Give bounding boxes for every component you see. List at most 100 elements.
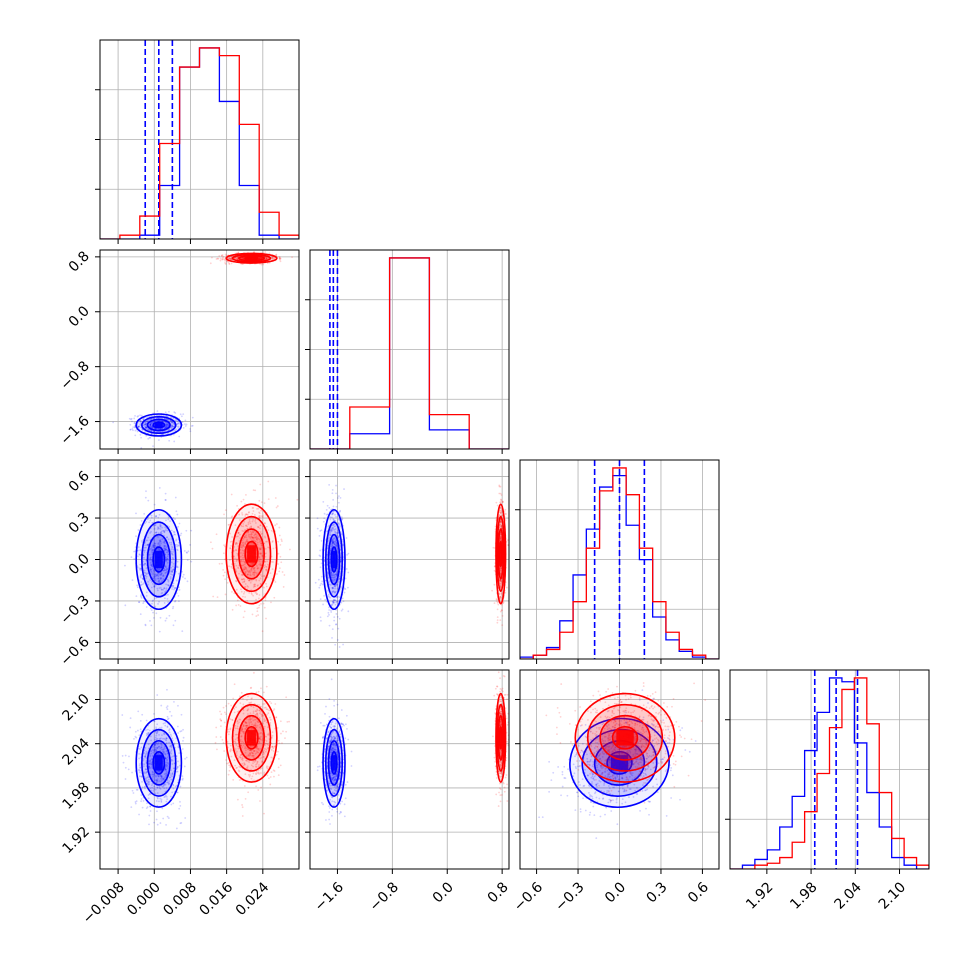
scatter-point <box>148 760 151 762</box>
scatter-point <box>144 772 147 774</box>
scatter-point <box>243 536 246 539</box>
scatter-point <box>183 550 186 552</box>
scatter-point <box>504 508 507 511</box>
scatter-point <box>148 763 151 765</box>
scatter-point <box>152 745 155 748</box>
scatter-point <box>182 576 184 578</box>
scatter-point <box>152 544 155 546</box>
scatter-point <box>241 564 244 567</box>
contour-line-series-0 <box>135 508 183 611</box>
scatter-point <box>259 558 262 561</box>
scatter-point <box>149 424 152 427</box>
scatter-point <box>170 774 172 776</box>
scatter-point <box>166 764 169 766</box>
scatter-point <box>138 601 141 604</box>
scatter-point <box>323 549 326 552</box>
scatter-point <box>257 567 260 570</box>
scatter-point <box>143 752 146 754</box>
contour-line-series-0 <box>152 421 166 429</box>
scatter-point <box>318 534 321 537</box>
scatter-point <box>167 538 170 541</box>
scatter-point <box>500 609 503 612</box>
scatter-point <box>160 592 163 595</box>
scatter-point <box>179 804 182 807</box>
scatter-point <box>263 522 266 524</box>
scatter-point <box>330 530 333 533</box>
scatter-point <box>141 428 144 431</box>
scatter-point <box>335 613 338 615</box>
scatter-point <box>500 591 503 594</box>
scatter-point <box>228 257 231 260</box>
scatter-point <box>161 430 164 433</box>
scatter-point <box>162 574 165 577</box>
scatter-point <box>152 751 155 754</box>
scatter-point <box>334 530 337 533</box>
scatter-point <box>241 546 244 549</box>
scatter-point <box>261 575 263 578</box>
scatter-point <box>146 420 149 422</box>
scatter-point <box>258 563 261 566</box>
scatter-point <box>130 556 133 559</box>
scatter-point <box>148 814 151 817</box>
scatter-point <box>146 583 149 586</box>
scatter-point <box>156 823 159 826</box>
scatter-point <box>271 258 274 260</box>
scatter-point <box>147 743 150 746</box>
scatter-point <box>259 552 262 554</box>
scatter-point <box>338 523 341 526</box>
scatter-point <box>175 579 178 582</box>
scatter-point <box>500 592 503 595</box>
scatter-point <box>331 492 334 495</box>
scatter-point <box>277 540 279 543</box>
scatter-point <box>276 505 279 507</box>
scatter-point <box>157 569 159 571</box>
scatter-point <box>260 542 263 545</box>
scatter-point <box>236 599 239 602</box>
scatter-point <box>331 544 334 547</box>
scatter-point <box>334 531 337 534</box>
scatter-point <box>164 565 167 568</box>
scatter-point <box>267 546 269 549</box>
scatter-point <box>146 780 149 782</box>
scatter-point <box>337 600 339 603</box>
scatter-point <box>156 574 159 576</box>
scatter-point <box>148 436 151 439</box>
scatter-point <box>237 567 240 570</box>
scatter-point <box>154 524 156 527</box>
scatter-point <box>166 550 169 552</box>
scatter-point <box>335 543 338 546</box>
scatter-point <box>334 587 336 590</box>
scatter-point <box>175 566 178 569</box>
scatter-point <box>261 546 263 549</box>
scatter-point <box>247 531 250 534</box>
scatter-point <box>336 572 338 575</box>
scatter-point <box>337 501 340 504</box>
scatter-point <box>248 536 251 539</box>
scatter-point <box>154 575 156 578</box>
scatter-point <box>177 760 179 763</box>
scatter-point <box>499 567 502 569</box>
scatter-point <box>145 752 148 755</box>
scatter-point <box>182 573 185 576</box>
scatter-point <box>249 533 252 536</box>
scatter-point <box>247 571 250 574</box>
scatter-point <box>339 575 341 578</box>
scatter-point <box>243 577 245 580</box>
scatter-point <box>229 540 232 543</box>
scatter-point <box>333 543 336 546</box>
scatter-point <box>249 530 252 533</box>
scatter-point <box>145 768 148 771</box>
scatter-point <box>237 566 239 569</box>
scatter-point <box>263 566 266 569</box>
scatter-point <box>236 504 238 507</box>
scatter-point <box>243 561 246 564</box>
scatter-point <box>337 627 340 630</box>
scatter-point <box>266 540 268 543</box>
scatter-point <box>166 536 168 538</box>
scatter-point <box>165 546 168 549</box>
scatter-point <box>156 810 158 813</box>
scatter-point <box>164 757 167 760</box>
scatter-point <box>337 522 340 525</box>
scatter-point <box>172 605 175 608</box>
scatter-point <box>133 550 135 553</box>
